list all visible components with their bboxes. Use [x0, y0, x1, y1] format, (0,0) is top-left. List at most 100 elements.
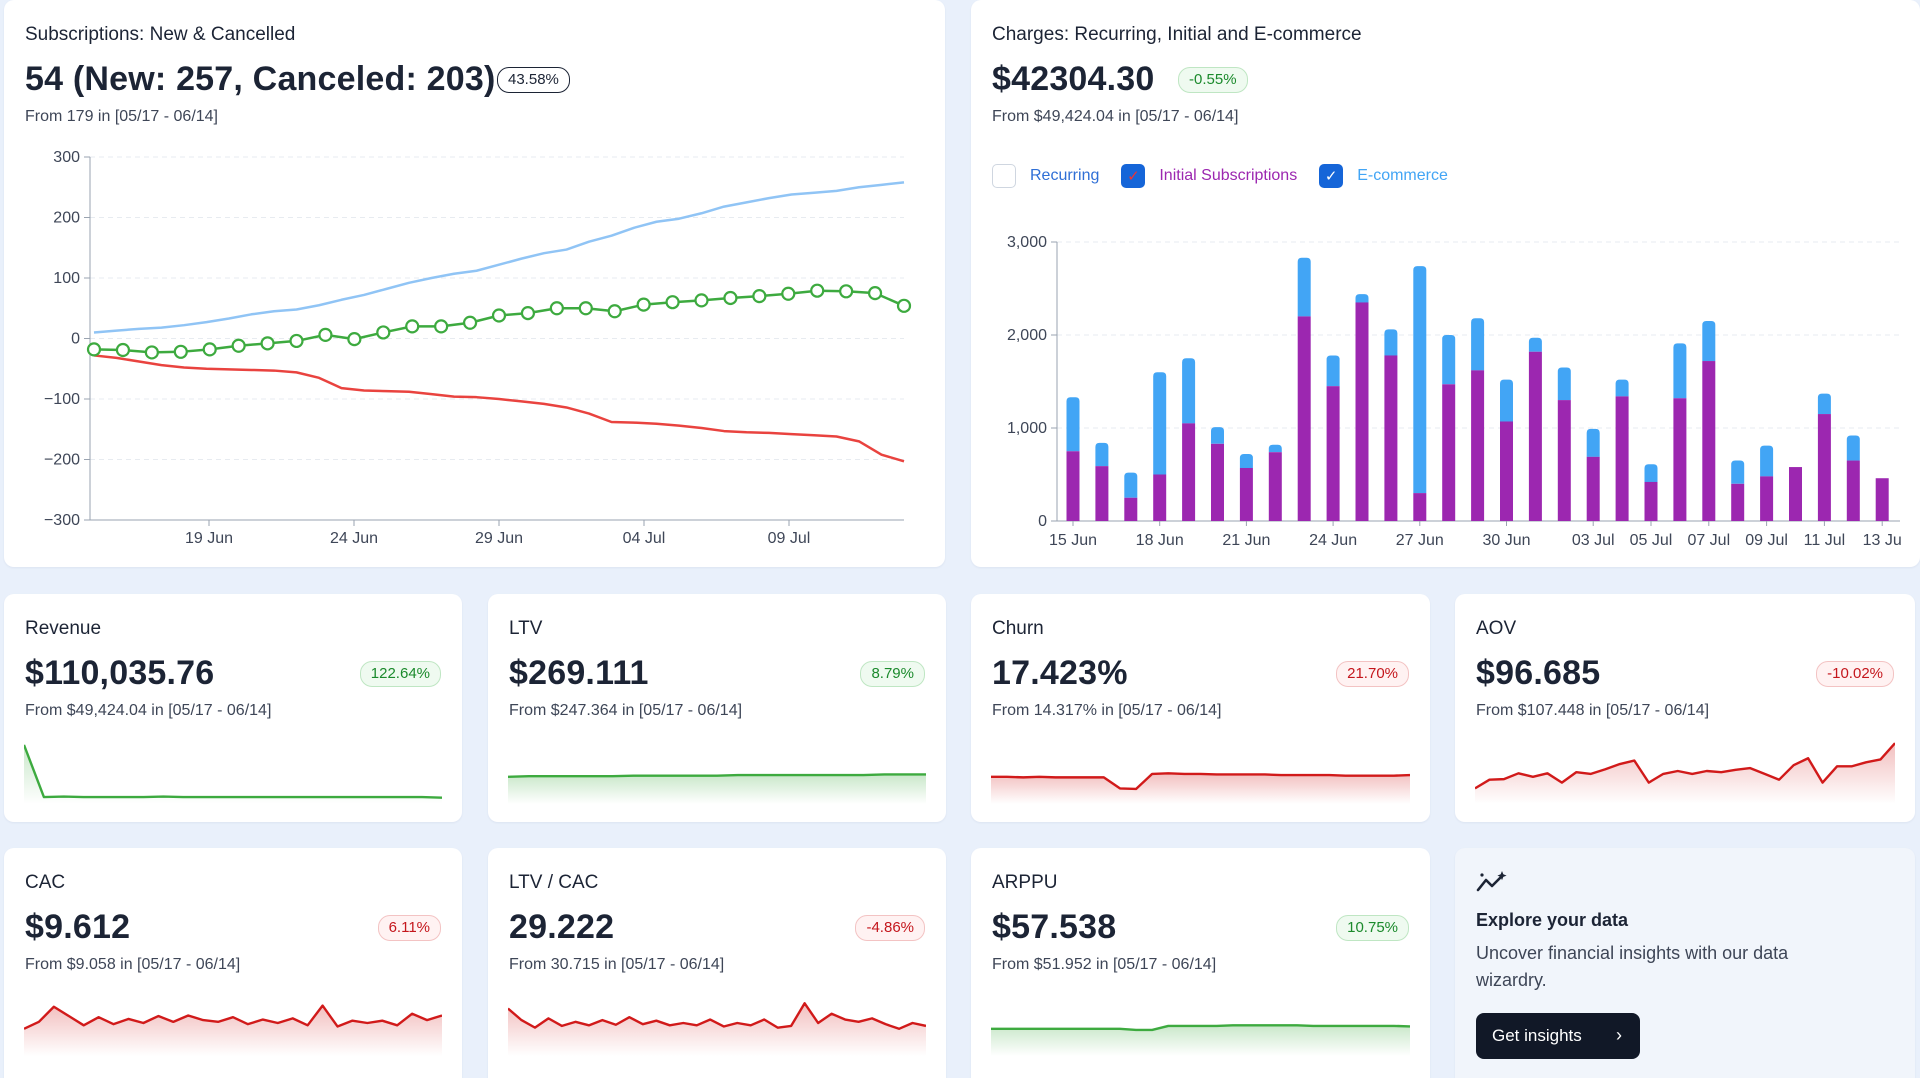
kpi-title: ARPPU	[992, 872, 1058, 893]
sparkline-area	[24, 1005, 442, 1056]
net-point	[115, 342, 131, 358]
churn-sparkline	[991, 772, 1410, 804]
bar-initial-subscriptions	[1182, 423, 1196, 521]
legend-ecommerce[interactable]: ✓ E-commerce	[1319, 164, 1448, 188]
kpi-badge: 122.64%	[359, 661, 441, 687]
net-point	[347, 332, 362, 347]
bar-initial-subscriptions	[1326, 386, 1340, 521]
bar-initial-subscriptions	[1731, 483, 1745, 521]
kpi-card-ltv-cac: LTV / CAC 29.222 -4.86% From 30.715 in […	[488, 848, 946, 1078]
subscriptions-line-chart: 300 200 100 0 −100 −200 −300 19 Jun 24 Jun 29 Jun…	[44, 149, 912, 547]
kpi-card-aov: AOV $96.685 -10.02% From $107.448 in [05…	[1455, 594, 1915, 822]
explore-title: Explore your data	[1476, 910, 1629, 930]
bar-initial-subscriptions	[1442, 384, 1456, 521]
kpi-value: $57.538	[992, 908, 1117, 946]
bar-ecommerce	[1413, 266, 1427, 494]
bar-ecommerce	[1528, 337, 1542, 352]
kpi-from: From $51.952 in [05/17 - 06/14]	[992, 956, 1217, 973]
kpi-title: Churn	[992, 618, 1044, 639]
sparkle-chart-icon	[1476, 871, 1507, 892]
kpi-from: From 30.715 in [05/17 - 06/14]	[509, 956, 725, 973]
x-tick-label: 19 Jun	[185, 530, 233, 547]
y-tick-label: 2,000	[1007, 327, 1047, 344]
bar-ecommerce	[1384, 329, 1398, 356]
legend-recurring[interactable]: Recurring	[992, 164, 1099, 188]
sparkline-line	[24, 744, 442, 799]
net-point	[810, 283, 825, 298]
sparkline-area	[24, 744, 442, 804]
bar-initial-subscriptions	[1384, 355, 1398, 521]
bar-ecommerce	[1471, 318, 1485, 371]
bar-initial-subscriptions	[1644, 481, 1658, 521]
bar-initial-subscriptions	[1875, 478, 1889, 521]
kpi-card-revenue: Revenue $110,035.76 122.64% From $49,424…	[4, 594, 462, 822]
net-point	[839, 284, 854, 299]
charges-value: $42304.30	[992, 60, 1155, 98]
bar-initial-subscriptions	[1124, 497, 1138, 521]
kpi-badge: 8.79%	[860, 661, 925, 687]
y-tick-label: 100	[53, 270, 80, 287]
bar-ecommerce	[1211, 427, 1224, 444]
kpi-badge: 6.11%	[377, 915, 441, 941]
kpi-value: $110,035.76	[25, 654, 215, 692]
sparkline-area	[508, 774, 926, 804]
kpi-from: From $247.364 in [05/17 - 06/14]	[509, 702, 743, 719]
charges-bar-chart: 3,000 2,000 1,000 015 Jun 18 Jun 21 Jun 24 Jun…	[1007, 234, 1902, 549]
kpi-card-churn: Churn 17.423% 21.70% From 14.317% in [05…	[971, 594, 1430, 822]
bar-initial-subscriptions	[1268, 452, 1282, 521]
explore-description: Uncover financial insights with our data…	[1476, 943, 1789, 990]
y-tick-label: 0	[71, 331, 80, 348]
bar-initial-subscriptions	[1095, 466, 1109, 521]
recurring-checkbox[interactable]	[992, 164, 1016, 188]
bar-initial-subscriptions	[1846, 460, 1860, 521]
chevron-right-icon: ›	[1616, 1025, 1622, 1045]
bar-initial-subscriptions	[1471, 370, 1485, 521]
bar-initial-subscriptions	[1500, 421, 1513, 521]
net-point	[520, 305, 536, 321]
net-point	[434, 319, 449, 334]
bar-initial-subscriptions	[1153, 474, 1167, 521]
legend-recurring-label: Recurring	[1030, 167, 1100, 184]
bar-initial-subscriptions	[1211, 443, 1224, 521]
bar-ecommerce	[1124, 472, 1138, 498]
bar-ecommerce	[1557, 367, 1571, 401]
y-tick-label: 0	[1038, 513, 1047, 530]
bar-initial-subscriptions	[1789, 467, 1802, 521]
x-tick-label: 05 Jul	[1630, 532, 1673, 549]
bar-ecommerce	[1586, 428, 1600, 457]
bar-ecommerce	[1239, 454, 1253, 468]
get-insights-button[interactable]: Get insights ›	[1476, 1013, 1640, 1059]
net-point	[202, 342, 217, 357]
bar-initial-subscriptions	[1673, 398, 1687, 521]
x-tick-label: 15 Jun	[1049, 532, 1097, 549]
bar-initial-subscriptions	[1817, 414, 1831, 521]
x-tick-label: 24 Jun	[330, 530, 378, 547]
net-point	[665, 295, 680, 310]
bar-ecommerce	[1326, 355, 1340, 387]
x-tick-label: 04 Jul	[623, 530, 666, 547]
net-point	[636, 297, 651, 312]
kpi-card-ltv: LTV $269.111 8.79% From $247.364 in [05/…	[488, 594, 946, 822]
x-tick-label: 09 Jul	[768, 530, 811, 547]
kpi-from: From 14.317% in [05/17 - 06/14]	[992, 702, 1222, 719]
kpi-title: LTV	[509, 618, 543, 639]
initial-subscriptions-checkbox[interactable]: ✓	[1121, 164, 1146, 188]
charges-from: From $49,424.04 in [05/17 - 06/14]	[992, 108, 1239, 125]
bar-ecommerce	[1644, 464, 1658, 482]
y-tick-label: 1,000	[1007, 420, 1047, 437]
legend-ecommerce-label: E-commerce	[1357, 167, 1448, 184]
y-tick-label: 200	[53, 210, 80, 227]
bar-ecommerce	[1846, 435, 1860, 461]
x-tick-label: 18 Jun	[1136, 532, 1184, 549]
charges-title: Charges: Recurring, Initial and E-commer…	[992, 24, 1362, 45]
ecommerce-checkbox[interactable]: ✓	[1319, 164, 1344, 188]
charges-badge: -0.55%	[1178, 67, 1248, 93]
bar-initial-subscriptions	[1702, 361, 1716, 521]
x-tick-label: 30 Jun	[1482, 532, 1530, 549]
subscriptions-card: Subscriptions: New & Cancelled 54 (New: …	[4, 0, 945, 567]
legend-initial-subscriptions[interactable]: ✓ Initial Subscriptions	[1121, 164, 1297, 188]
charges-legend: Recurring ✓ Initial Subscriptions ✓ E-co…	[992, 164, 1470, 188]
bar-ecommerce	[1817, 393, 1831, 415]
sparkline-line	[24, 1004, 442, 1030]
net-point	[491, 308, 507, 323]
